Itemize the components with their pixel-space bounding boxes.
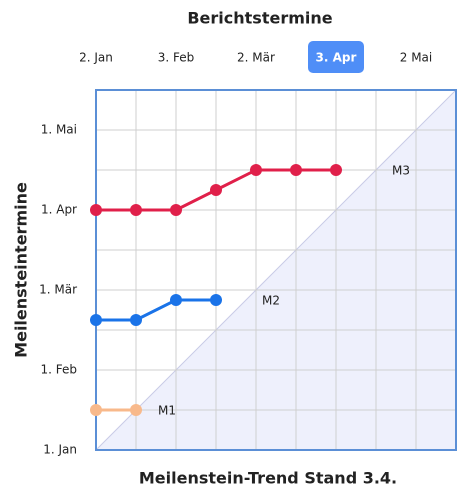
- point: [290, 164, 302, 176]
- point: [170, 294, 182, 306]
- y-tick-label: 1. Jan: [43, 443, 77, 457]
- point: [170, 204, 182, 216]
- point: [90, 204, 102, 216]
- point: [130, 314, 142, 326]
- selected-tick-button[interactable]: [308, 41, 364, 73]
- point: [90, 404, 102, 416]
- x-tick-label: 2. Jan: [79, 51, 113, 65]
- point: [130, 204, 142, 216]
- plot-border: [95, 89, 457, 451]
- point: [90, 314, 102, 326]
- point: [250, 164, 262, 176]
- point: [330, 164, 342, 176]
- diagonal: [95, 89, 457, 451]
- point: [210, 294, 222, 306]
- x-tick-label: 2. Mär: [237, 51, 275, 65]
- y-tick-label: 1. Apr: [41, 203, 77, 217]
- y-axis-title: Meilensteintermine: [12, 182, 31, 358]
- series-label: M1: [158, 404, 176, 418]
- series-line: [96, 298, 216, 322]
- chart-title: Meilenstein-Trend Stand 3.4.: [139, 469, 397, 488]
- x-tick-label: 3. Feb: [158, 51, 195, 65]
- point: [210, 184, 222, 196]
- y-tick-label: 1. Mär: [39, 283, 77, 297]
- x-tick-label: 2 Mai: [400, 51, 433, 65]
- x-tick-label[interactable]: 3. Apr: [316, 51, 357, 65]
- point: [130, 404, 142, 416]
- x-axis-title: Berichtstermine: [187, 9, 332, 28]
- series-label: M3: [392, 164, 410, 178]
- y-tick-label: 1. Mai: [41, 123, 77, 137]
- series-label: M2: [262, 294, 280, 308]
- y-tick-label: 1. Feb: [40, 363, 77, 377]
